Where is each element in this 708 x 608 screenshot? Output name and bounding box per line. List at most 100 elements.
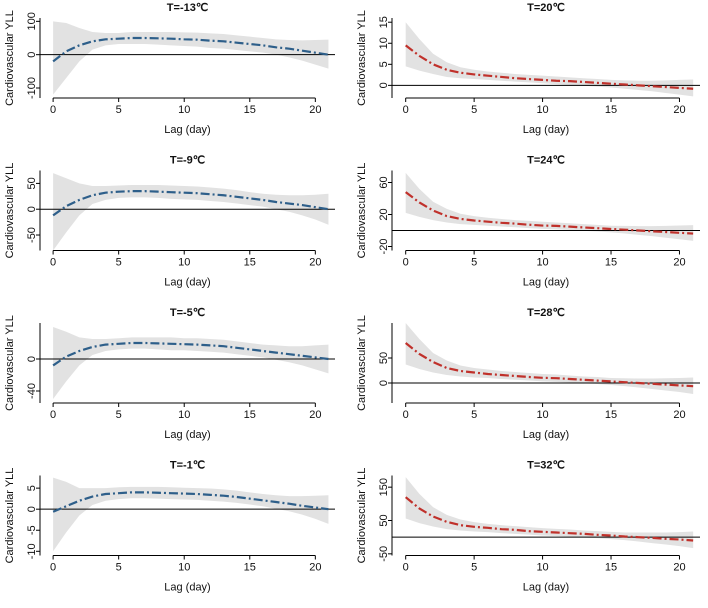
x-tick-label: 10	[536, 409, 548, 421]
confidence-band	[405, 22, 694, 97]
x-axis-label: Lag (day)	[164, 276, 210, 288]
x-tick-label: 20	[309, 561, 321, 573]
x-tick-label: 15	[605, 104, 617, 116]
x-tick-label: 5	[471, 256, 477, 268]
y-tick-label: 50	[26, 177, 38, 189]
x-tick-label: 15	[244, 256, 256, 268]
estimate-line	[52, 36, 329, 63]
x-tick-label: 15	[605, 409, 617, 421]
y-tick-label: 100	[26, 12, 38, 30]
estimate-line	[404, 496, 694, 542]
x-tick-label: 5	[471, 409, 477, 421]
x-tick-label: 0	[403, 561, 409, 573]
x-tick-label: 0	[403, 256, 409, 268]
x-tick-label: 15	[605, 561, 617, 573]
estimate-line	[405, 44, 694, 90]
y-tick-label: 0	[26, 206, 38, 212]
x-tick-label: 5	[116, 561, 122, 573]
x-axis-label: Lag (day)	[523, 581, 569, 593]
panel-title: T=20℃	[527, 2, 565, 14]
x-tick-label: 0	[50, 409, 56, 421]
x-tick-label: 20	[673, 256, 685, 268]
y-tick-label: 0	[26, 52, 38, 58]
y-axis-label: Cardiovascular YLL	[356, 468, 368, 564]
x-tick-label: 20	[673, 409, 685, 421]
y-tick-label: 20	[378, 208, 390, 220]
panel-title: T=-5℃	[170, 307, 205, 319]
estimate-line	[52, 190, 329, 217]
x-tick-label: 20	[309, 409, 321, 421]
x-tick-label: 15	[244, 561, 256, 573]
x-tick-label: 10	[536, 256, 548, 268]
y-axis-label: Cardiovascular YLL	[356, 163, 368, 259]
x-axis-label: Lag (day)	[164, 581, 210, 593]
x-tick-label: 20	[673, 561, 685, 573]
x-tick-label: 10	[178, 409, 190, 421]
y-tick-label: 150	[378, 478, 390, 496]
y-tick-label: 50	[378, 352, 390, 364]
x-tick-label: 10	[178, 256, 190, 268]
x-tick-label: 5	[116, 409, 122, 421]
y-tick-label: -20	[378, 239, 390, 255]
y-tick-label: 0	[26, 506, 38, 512]
confidence-band	[53, 327, 329, 399]
y-tick-label: -50	[378, 546, 390, 562]
y-tick-label: 0	[378, 82, 390, 88]
y-tick-label: -10	[26, 543, 38, 559]
x-tick-label: 0	[50, 104, 56, 116]
y-axis-label: Cardiovascular YLL	[356, 10, 368, 106]
confidence-band	[405, 477, 694, 549]
x-tick-label: 15	[244, 104, 256, 116]
y-axis-label: Cardiovascular YLL	[4, 468, 16, 564]
x-tick-label: 20	[309, 104, 321, 116]
y-tick-label: 50	[378, 514, 390, 526]
x-tick-label: 15	[605, 256, 617, 268]
x-tick-label: 15	[244, 409, 256, 421]
y-tick-label: -100	[26, 77, 38, 99]
x-axis-label: Lag (day)	[523, 124, 569, 136]
panel-title: T=-13℃	[167, 2, 208, 14]
x-tick-label: 5	[116, 256, 122, 268]
panel-title: T=32℃	[527, 459, 565, 471]
panel-title: T=24℃	[527, 154, 565, 166]
y-axis-label: Cardiovascular YLL	[4, 163, 16, 259]
panel-title: T=-1℃	[170, 459, 205, 471]
y-tick-label: -5	[26, 525, 38, 535]
y-tick-label: 0	[26, 356, 38, 362]
x-tick-label: 0	[50, 561, 56, 573]
x-tick-label: 0	[50, 256, 56, 268]
x-tick-label: 5	[116, 104, 122, 116]
panel-title: T=28℃	[527, 307, 565, 319]
y-axis-label: Cardiovascular YLL	[4, 315, 16, 411]
x-axis-label: Lag (day)	[164, 429, 210, 441]
y-tick-label: 10	[378, 37, 390, 49]
estimate-line	[52, 341, 329, 367]
y-axis-label: Cardiovascular YLL	[356, 315, 368, 411]
x-tick-label: 10	[178, 561, 190, 573]
y-tick-label: -50	[26, 227, 38, 243]
y-tick-label: -40	[26, 383, 38, 399]
confidence-band	[53, 477, 329, 552]
x-tick-label: 10	[536, 104, 548, 116]
x-tick-label: 10	[178, 104, 190, 116]
x-tick-label: 10	[536, 561, 548, 573]
confidence-band	[53, 21, 329, 95]
confidence-band	[405, 172, 694, 241]
x-tick-label: 0	[403, 104, 409, 116]
y-tick-label: 5	[26, 485, 38, 491]
estimate-line	[52, 491, 329, 513]
y-tick-label: 5	[378, 61, 390, 67]
y-tick-label: 0	[378, 380, 390, 386]
y-tick-label: 15	[378, 16, 390, 28]
panel-title: T=-9℃	[170, 154, 205, 166]
confidence-band	[53, 173, 329, 251]
x-tick-label: 20	[309, 256, 321, 268]
x-axis-label: Lag (day)	[523, 429, 569, 441]
x-axis-label: Lag (day)	[523, 276, 569, 288]
estimate-line	[404, 342, 694, 388]
y-axis-label: Cardiovascular YLL	[4, 10, 16, 106]
estimate-line	[405, 191, 694, 235]
x-tick-label: 5	[471, 104, 477, 116]
x-tick-label: 5	[471, 561, 477, 573]
